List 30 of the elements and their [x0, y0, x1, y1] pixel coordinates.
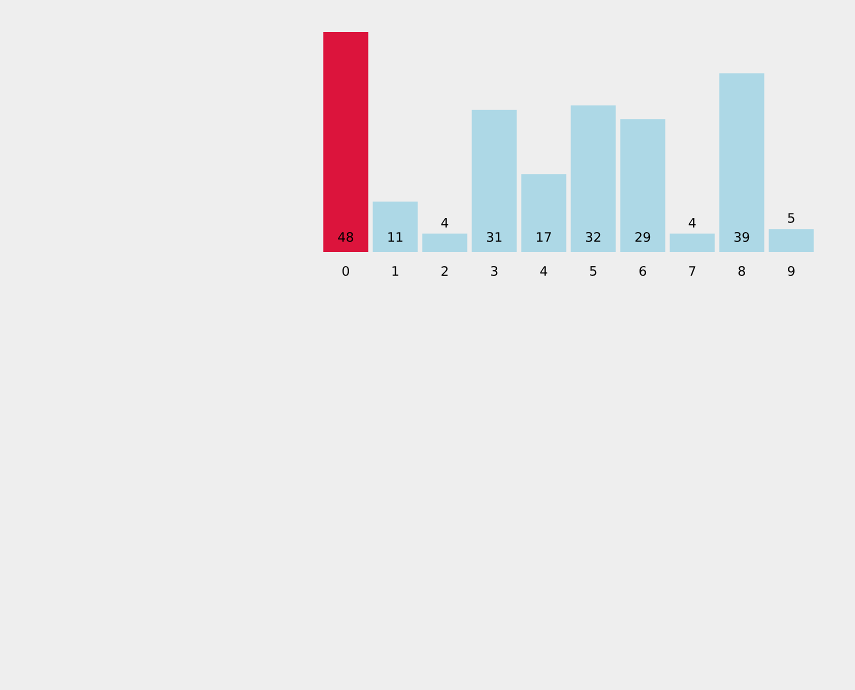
x-tick-label: 0 — [342, 266, 350, 276]
data-label: 4 — [688, 218, 696, 228]
data-label: 31 — [486, 232, 502, 242]
data-label: 48 — [338, 232, 354, 242]
x-tick-label: 7 — [689, 266, 696, 276]
x-tick-label: 3 — [491, 266, 498, 276]
bar — [521, 174, 566, 252]
x-tick-label: 4 — [540, 266, 548, 276]
x-tick-label: 2 — [442, 266, 448, 276]
data-label: 17 — [536, 232, 551, 242]
bar — [570, 105, 616, 252]
data-label: 32 — [586, 232, 600, 242]
bar — [472, 110, 517, 252]
bar — [422, 234, 468, 252]
x-tick-label: 1 — [392, 266, 398, 276]
bar — [323, 32, 368, 252]
bar — [670, 234, 715, 252]
x-tick-label: 6 — [640, 266, 646, 276]
bar — [768, 229, 814, 252]
data-label: 4 — [441, 218, 448, 228]
data-label: 5 — [788, 213, 794, 223]
x-tick-label: 9 — [788, 266, 794, 276]
x-tick-label: 5 — [590, 266, 596, 276]
data-label: 29 — [635, 232, 650, 242]
bar — [620, 119, 666, 252]
data-label: 11 — [388, 232, 402, 242]
x-tick-label: 8 — [738, 266, 745, 276]
data-label: 39 — [734, 232, 750, 242]
bar — [372, 202, 418, 252]
bar — [719, 73, 764, 252]
